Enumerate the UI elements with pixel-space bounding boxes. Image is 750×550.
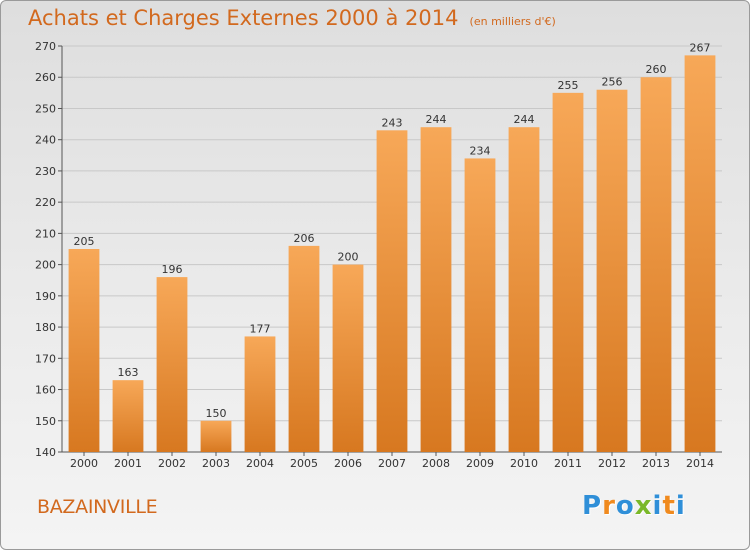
data-label: 177 xyxy=(250,322,271,335)
data-label: 244 xyxy=(426,113,447,126)
data-label: 234 xyxy=(470,144,491,157)
bar xyxy=(508,127,540,452)
logo-letter: o xyxy=(615,491,635,521)
x-tick-label: 2002 xyxy=(158,457,186,470)
bar xyxy=(112,380,144,452)
data-label: 260 xyxy=(646,63,667,76)
y-tick-label: 200 xyxy=(35,259,56,272)
logo-letter: t xyxy=(662,491,676,521)
x-tick-label: 2008 xyxy=(422,457,450,470)
x-tick-label: 2010 xyxy=(510,457,538,470)
data-label: 243 xyxy=(382,116,403,129)
y-tick-label: 220 xyxy=(35,196,56,209)
bar xyxy=(332,264,364,452)
data-label: 267 xyxy=(690,41,711,54)
data-label: 255 xyxy=(558,79,579,92)
data-label: 200 xyxy=(338,251,359,264)
x-tick-label: 2001 xyxy=(114,457,142,470)
x-tick-label: 2014 xyxy=(686,457,714,470)
bar xyxy=(640,77,672,452)
x-tick-label: 2009 xyxy=(466,457,494,470)
x-tick-label: 2004 xyxy=(246,457,274,470)
y-tick-label: 230 xyxy=(35,165,56,178)
x-tick-label: 2007 xyxy=(378,457,406,470)
data-label: 150 xyxy=(206,407,227,420)
chart-title: Achats et Charges Externes 2000 à 2014 xyxy=(28,6,459,30)
logo-letter: r xyxy=(602,491,616,521)
commune-name: BAZAINVILLE xyxy=(37,496,158,518)
x-tick-label: 2005 xyxy=(290,457,318,470)
x-tick-label: 2006 xyxy=(334,457,362,470)
logo-letter: i xyxy=(675,491,686,521)
y-tick-label: 190 xyxy=(35,290,56,303)
y-tick-label: 140 xyxy=(35,446,56,459)
logo-letter: x xyxy=(634,491,653,521)
logo-letter: P xyxy=(582,491,603,521)
y-tick-label: 270 xyxy=(35,40,56,53)
x-tick-label: 2011 xyxy=(554,457,582,470)
bar xyxy=(68,249,100,452)
bar xyxy=(684,55,716,452)
data-label: 256 xyxy=(602,76,623,89)
bar xyxy=(244,336,276,452)
labels: 140 150 160 170 180 190 200 210 220 230 240 250 260 2… xyxy=(35,40,714,470)
data-label: 163 xyxy=(118,366,139,379)
y-tick-label: 260 xyxy=(35,71,56,84)
x-tick-label: 2003 xyxy=(202,457,230,470)
bar xyxy=(288,245,320,452)
y-tick-label: 240 xyxy=(35,134,56,147)
y-tick-label: 150 xyxy=(35,415,56,428)
bar xyxy=(420,127,452,452)
bar xyxy=(200,420,232,452)
y-tick-label: 160 xyxy=(35,384,56,397)
data-label: 205 xyxy=(74,235,95,248)
y-tick-label: 210 xyxy=(35,227,56,240)
chart-subtitle: (en milliers d'€) xyxy=(469,15,556,28)
y-tick-label: 250 xyxy=(35,102,56,115)
logo-letter: i xyxy=(652,491,663,521)
bar xyxy=(464,158,496,452)
data-label: 244 xyxy=(514,113,535,126)
bars xyxy=(68,55,716,453)
data-label: 206 xyxy=(294,232,315,245)
proxiti-logo: Proxiti xyxy=(582,491,686,521)
y-tick-label: 170 xyxy=(35,352,56,365)
y-tick-label: 180 xyxy=(35,321,56,334)
x-tick-label: 2000 xyxy=(70,457,98,470)
x-tick-label: 2013 xyxy=(642,457,670,470)
title-line: Achats et Charges Externes 2000 à 2014 (… xyxy=(28,6,556,30)
x-tick-label: 2012 xyxy=(598,457,626,470)
bar xyxy=(596,89,628,452)
bar xyxy=(376,130,408,453)
data-label: 196 xyxy=(162,263,183,276)
bar xyxy=(552,92,584,452)
bar xyxy=(156,277,188,452)
